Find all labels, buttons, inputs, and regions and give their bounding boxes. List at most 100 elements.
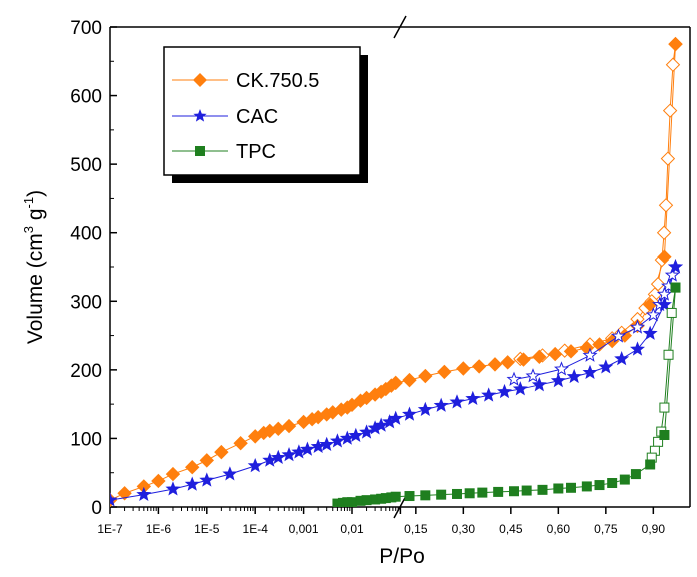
adsorption-point-cac xyxy=(339,430,355,445)
x-tick-label: 0,30 xyxy=(452,522,476,536)
desorption-point-cac xyxy=(664,267,680,282)
adsorption-point-cac xyxy=(598,359,614,374)
adsorption-point-cac xyxy=(402,406,417,421)
adsorption-point-ck-750-5 xyxy=(185,460,200,475)
adsorption-point-tpc xyxy=(509,486,519,497)
desorption-point-tpc xyxy=(659,402,670,413)
adsorption-point-cac xyxy=(291,444,307,459)
y-axis-ticks: 0 100 200 300 400 500 600 700 xyxy=(70,18,117,519)
adsorption-point-tpc xyxy=(645,459,656,470)
desorption-point-ck-750-5 xyxy=(665,57,681,72)
desorption-point-ck-750-5 xyxy=(662,103,678,118)
adsorption-point-tpc xyxy=(659,430,670,440)
adsorption-point-cac xyxy=(630,341,645,356)
adsorption-point-cac xyxy=(136,486,152,502)
adsorption-point-tpc xyxy=(452,488,462,499)
adsorption-point-tpc xyxy=(436,489,447,500)
adsorption-point-cac xyxy=(566,368,582,384)
y-tick-label: 500 xyxy=(70,155,102,176)
adsorption-point-cac xyxy=(299,441,315,456)
top-axis-break-mark xyxy=(393,15,407,39)
adsorption-point-ck-750-5 xyxy=(516,352,531,367)
adsorption-point-ck-750-5 xyxy=(418,368,433,384)
adsorption-point-cac xyxy=(433,397,449,412)
adsorption-point-cac xyxy=(642,325,658,340)
adsorption-point-tpc xyxy=(347,497,357,507)
adsorption-point-cac xyxy=(199,472,215,487)
y-tick-label: 600 xyxy=(70,87,102,108)
adsorption-point-cac xyxy=(550,372,566,388)
legend-entry-cac: CAC xyxy=(172,106,278,128)
adsorption-point-cac xyxy=(417,401,433,417)
adsorption-point-cac xyxy=(110,492,118,507)
desorption-point-tpc xyxy=(666,307,677,318)
x-tick-label: 0,01 xyxy=(340,522,364,536)
adsorption-point-tpc xyxy=(537,484,548,495)
adsorption-point-cac xyxy=(614,351,630,366)
series-tpc xyxy=(332,282,681,507)
adsorption-point-ck-750-5 xyxy=(214,444,229,460)
x-axis-ticks: 1E-7 1E-6 1E-5 1E-4 0,001 0,01 0,15 0,30 0,45 0,6… xyxy=(97,507,665,536)
adsorption-point-cac xyxy=(262,452,278,467)
adsorption-point-ck-750-5 xyxy=(657,249,672,264)
adsorption-point-tpc xyxy=(521,485,532,496)
legend-marker-square xyxy=(195,146,205,156)
x-tick-label: 0,60 xyxy=(547,522,571,536)
adsorption-point-ck-750-5 xyxy=(388,375,403,391)
adsorption-point-ck-750-5 xyxy=(402,372,417,388)
adsorption-point-ck-750-5 xyxy=(117,486,132,501)
y-axis-title: Volume (cm3 g-1) xyxy=(21,190,47,344)
adsorption-point-ck-750-5 xyxy=(456,361,471,376)
adsorption-point-tpc xyxy=(390,491,401,502)
adsorption-point-ck-750-5 xyxy=(487,357,503,372)
adsorption-point-cac xyxy=(582,364,598,379)
adsorption-point-tpc xyxy=(670,282,681,293)
y-tick-label: 100 xyxy=(70,429,102,450)
adsorption-point-ck-750-5 xyxy=(151,473,166,489)
x-tick-label: 0,75 xyxy=(594,522,618,536)
x-tick-label: 0,90 xyxy=(642,522,666,536)
desorption-point-cac xyxy=(554,361,569,376)
desorption-point-cac xyxy=(645,307,661,322)
adsorption-point-cac xyxy=(373,417,389,432)
adsorption-point-cac xyxy=(184,476,200,491)
desorption-point-cac xyxy=(611,328,626,343)
x-tick-label: 0,45 xyxy=(499,522,523,536)
adsorption-point-ck-750-5 xyxy=(165,466,181,482)
adsorption-point-cac xyxy=(222,466,238,481)
adsorption-point-cac xyxy=(497,383,512,399)
adsorption-point-tpc xyxy=(581,481,592,492)
adsorption-point-cac xyxy=(319,436,335,451)
x-tick-label: 1E-6 xyxy=(146,522,172,536)
adsorption-point-ck-750-5 xyxy=(471,359,487,374)
legend-marker-diamond xyxy=(193,73,207,87)
adsorption-point-cac xyxy=(247,457,263,473)
series-cac xyxy=(110,259,683,507)
adsorption-point-tpc xyxy=(361,495,372,506)
adsorption-point-cac xyxy=(531,377,547,392)
legend-label-tpc: TPC xyxy=(236,141,276,163)
adsorption-point-ck-750-5 xyxy=(668,36,683,52)
adsorption-point-tpc xyxy=(477,487,488,498)
y-tick-label: 300 xyxy=(70,292,102,313)
desorption-point-ck-750-5 xyxy=(660,151,676,166)
x-axis-title: P/Po xyxy=(379,545,425,568)
adsorption-point-cac xyxy=(668,259,683,274)
adsorption-point-tpc xyxy=(594,480,605,491)
adsorption-point-cac xyxy=(512,381,528,396)
desorption-point-ck-750-5 xyxy=(658,198,674,213)
adsorption-point-cac xyxy=(329,433,345,448)
adsorption-point-ck-750-5 xyxy=(233,436,248,451)
adsorption-point-tpc xyxy=(464,488,475,499)
legend-entry-ck-750-5: CK.750.5 xyxy=(172,70,319,92)
adsorption-point-cac xyxy=(281,447,297,462)
adsorption-point-ck-750-5 xyxy=(199,453,215,468)
legend-entry-tpc: TPC xyxy=(172,141,276,163)
desorption-point-cac xyxy=(582,347,598,362)
adsorption-point-ck-750-5 xyxy=(281,418,297,434)
legend-label-cac: CAC xyxy=(236,106,278,128)
x-tick-label: 1E-7 xyxy=(97,522,123,536)
y-tick-label: 0 xyxy=(91,498,102,519)
adsorption-point-tpc xyxy=(619,474,630,485)
